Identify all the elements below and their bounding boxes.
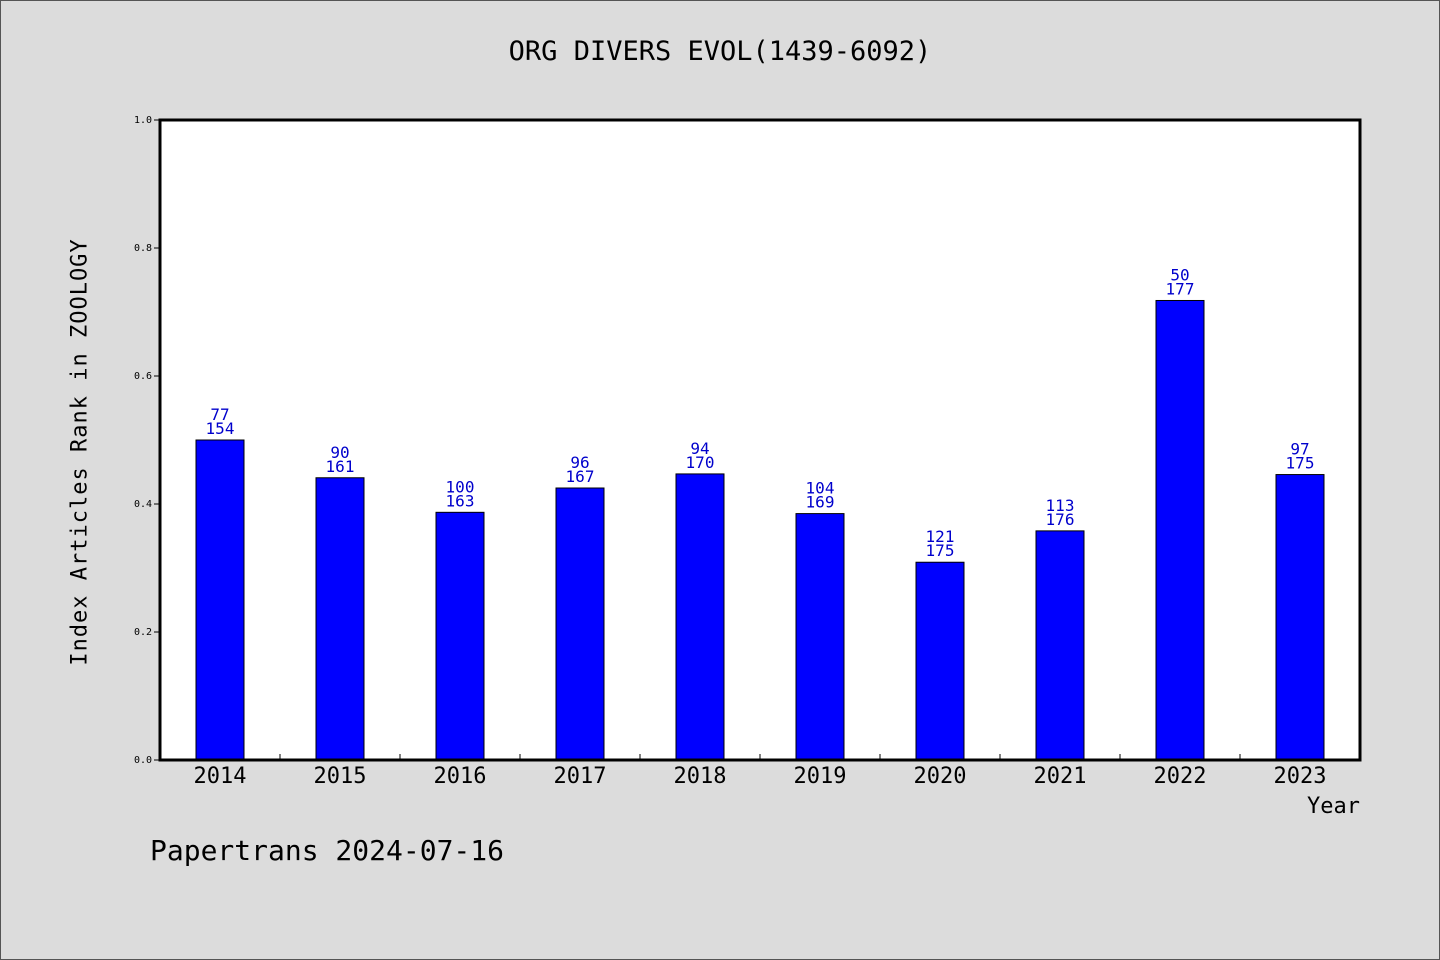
x-tick-label: 2020 xyxy=(914,764,967,789)
plot-border xyxy=(158,118,1362,762)
bar-rank-label: 77 xyxy=(210,405,229,424)
x-tick-label: 2019 xyxy=(794,764,847,789)
y-tick-label: 0.0 xyxy=(134,755,152,766)
bar-rank-label: 97 xyxy=(1290,440,1309,459)
footer-credit: Papertrans 2024-07-16 xyxy=(150,834,505,867)
y-tick-label: 0.4 xyxy=(134,499,152,510)
bar-total-label: 177 xyxy=(1166,279,1195,298)
x-tick-label: 2014 xyxy=(194,764,247,789)
bar-rank-label: 90 xyxy=(330,443,349,462)
bar-rank-label: 96 xyxy=(570,453,589,472)
x-tick-label: 2015 xyxy=(314,764,367,789)
bar-rank-label: 50 xyxy=(1170,265,1189,284)
bar-total-label: 170 xyxy=(686,453,715,472)
x-axis-label: Year xyxy=(1307,794,1360,819)
bar xyxy=(915,561,965,761)
bar xyxy=(675,473,725,761)
x-tick-label: 2022 xyxy=(1154,764,1207,789)
y-tick-label: 0.2 xyxy=(134,627,152,638)
bar-total-label: 161 xyxy=(326,457,355,476)
bar-total-label: 167 xyxy=(566,467,595,486)
bar-rank-label: 113 xyxy=(1046,496,1075,515)
x-tick-label: 2017 xyxy=(554,764,607,789)
bar xyxy=(435,511,485,761)
bar-rank-label: 121 xyxy=(926,527,955,546)
bar-rank-label: 104 xyxy=(806,479,835,498)
x-tick-label: 2023 xyxy=(1274,764,1327,789)
bar-rank-label: 94 xyxy=(690,439,709,458)
bar-total-label: 175 xyxy=(1286,454,1315,473)
bar-total-label: 154 xyxy=(206,419,235,438)
bar-total-label: 176 xyxy=(1046,510,1075,529)
bar-total-label: 163 xyxy=(446,491,475,510)
x-tick-label: 2018 xyxy=(674,764,727,789)
y-tick-label: 0.8 xyxy=(134,243,152,254)
bar-total-label: 169 xyxy=(806,493,835,512)
chart-title: ORG DIVERS EVOL(1439-6092) xyxy=(508,36,932,67)
y-tick-label: 0.6 xyxy=(134,371,152,382)
bar xyxy=(795,513,845,761)
bar-rank-label: 100 xyxy=(446,477,475,496)
bar xyxy=(555,487,605,761)
y-tick-label: 1.0 xyxy=(134,115,152,126)
bar-total-label: 175 xyxy=(926,541,955,560)
bar xyxy=(1155,299,1205,761)
bar xyxy=(1035,530,1085,761)
bar xyxy=(1275,474,1325,761)
x-tick-label: 2016 xyxy=(434,764,487,789)
x-tick-label: 2021 xyxy=(1034,764,1087,789)
bar xyxy=(315,477,365,761)
bar xyxy=(195,439,245,761)
